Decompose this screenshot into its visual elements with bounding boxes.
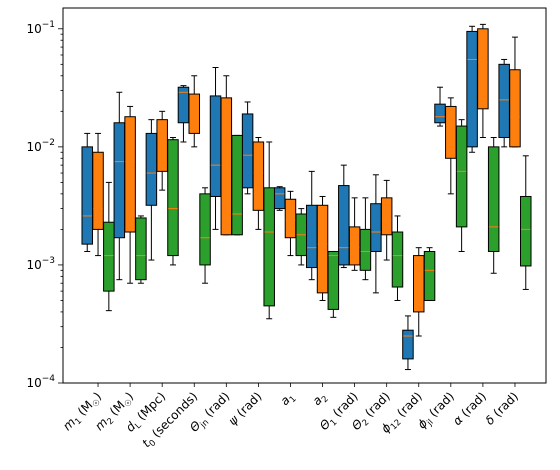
box-group: [156, 110, 168, 191]
box-group: [455, 119, 468, 252]
box: [124, 116, 136, 233]
box: [231, 134, 243, 236]
box: [252, 141, 265, 211]
box-group: [445, 97, 457, 195]
box: [466, 30, 478, 148]
y-tick-label: 10−3: [26, 256, 55, 272]
box-group: [103, 181, 115, 312]
box: [348, 226, 361, 266]
box: [509, 69, 521, 148]
box: [263, 187, 275, 307]
box-group: [391, 215, 404, 301]
y-tick-label: 10−4: [26, 374, 55, 390]
box: [81, 146, 93, 245]
box-group: [113, 91, 126, 281]
box-group: [135, 215, 147, 284]
y-tick-label: 10−2: [26, 138, 55, 154]
box: [413, 255, 425, 313]
box: [156, 119, 168, 172]
box-group: [295, 208, 308, 266]
x-tick-label: a2: [310, 389, 331, 410]
box-group: [316, 195, 329, 301]
y-tick-label: 10−1: [26, 20, 55, 36]
box: [284, 198, 297, 239]
box: [327, 250, 340, 310]
x-tick-label: ψ (rad): [226, 389, 265, 428]
box: [380, 197, 393, 236]
box-group: [348, 197, 361, 271]
box: [391, 231, 404, 288]
box: [434, 103, 446, 124]
box-group: [199, 187, 211, 284]
x-tick-label: a1: [278, 389, 299, 410]
box-group: [413, 247, 425, 337]
box-group: [188, 75, 200, 148]
box-group: [284, 190, 297, 257]
box-group: [273, 186, 286, 211]
x-tick-label: α (rad): [450, 389, 489, 428]
box-group: [466, 25, 478, 153]
box: [316, 204, 329, 294]
box-group: [380, 179, 393, 261]
box: [423, 250, 436, 301]
box: [477, 28, 489, 110]
box-group: [124, 105, 136, 284]
box: [241, 113, 254, 189]
box-group: [338, 164, 350, 269]
box-group: [241, 101, 254, 195]
box-group: [487, 137, 500, 274]
plot-frame: [62, 7, 547, 384]
plot-area: [81, 23, 532, 371]
box: [273, 187, 286, 210]
box: [487, 146, 500, 252]
box-group: [477, 23, 489, 139]
box-group: [252, 137, 265, 230]
box-group: [167, 137, 179, 266]
box-group: [327, 250, 340, 318]
box: [220, 97, 233, 236]
box-group: [520, 155, 532, 290]
box-group: [498, 58, 510, 148]
box: [445, 105, 457, 159]
box: [145, 132, 158, 206]
box: [135, 217, 147, 281]
box-group: [509, 36, 521, 148]
box: [520, 195, 532, 267]
box: [402, 329, 414, 360]
box: [167, 139, 179, 257]
box: [199, 193, 211, 266]
box-group: [81, 132, 93, 252]
box: [113, 122, 126, 239]
box-group: [92, 132, 104, 257]
x-tick-label: δ (rad): [483, 389, 521, 427]
box: [92, 151, 104, 230]
box: [103, 221, 115, 292]
box: [188, 93, 200, 134]
box-group: [359, 197, 372, 281]
box-group: [370, 174, 382, 294]
box-group: [231, 134, 243, 236]
box-group: [402, 315, 414, 371]
box-group: [220, 75, 233, 236]
box: [338, 185, 350, 266]
box-group: [423, 247, 436, 301]
box-group: [305, 170, 318, 281]
box-group: [209, 67, 222, 230]
box-group: [177, 85, 190, 143]
box-group: [145, 119, 158, 261]
box: [370, 203, 382, 252]
box: [359, 228, 372, 271]
box-group: [434, 86, 446, 127]
box: [455, 125, 468, 228]
box: [209, 95, 222, 197]
box: [305, 204, 318, 269]
box: [498, 63, 510, 139]
box-group: [263, 141, 275, 320]
